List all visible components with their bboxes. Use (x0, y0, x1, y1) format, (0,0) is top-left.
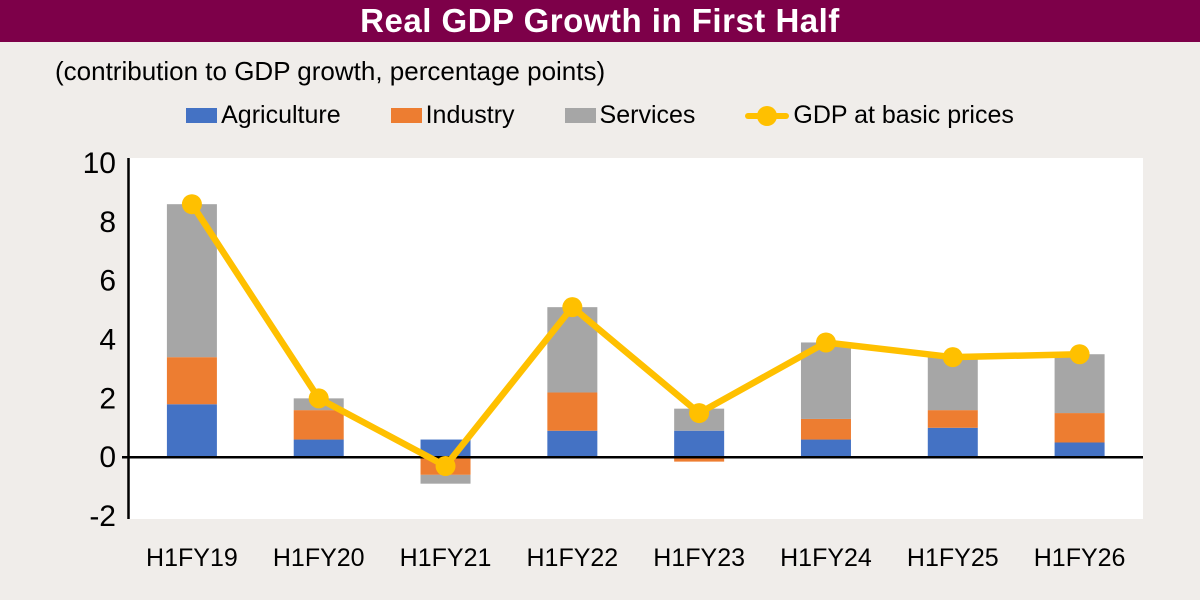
legend-label: Services (599, 101, 696, 129)
bar-segment-industry-h1fy24 (800, 418, 851, 440)
legend-label: GDP at basic prices (793, 101, 1014, 129)
legend-line-marker-icon (745, 105, 790, 127)
gdp-marker-h1fy24 (815, 332, 836, 353)
legend-item-agriculture: Agriculture (186, 101, 341, 130)
legend-item-gdp-at-basic-prices: GDP at basic prices (745, 101, 1014, 130)
gdp-marker-h1fy20 (308, 388, 329, 409)
bar-segment-services-h1fy21 (420, 474, 471, 484)
bar-segment-agriculture-h1fy19 (166, 404, 217, 458)
y-tick-label-4: 4 (99, 324, 116, 357)
legend-swatch-icon (564, 108, 596, 123)
x-tick-label-h1fy22: H1FY22 (526, 544, 618, 572)
gdp-line (188, 200, 1083, 470)
y-tick-label-6: 6 (99, 265, 116, 298)
chart-title: Real GDP Growth in First Half (360, 2, 840, 39)
x-tick-label-h1fy23: H1FY23 (653, 544, 745, 572)
gdp-marker-h1fy26 (1069, 344, 1090, 365)
x-tick-label-h1fy19: H1FY19 (146, 544, 238, 572)
legend-label: Agriculture (221, 101, 341, 129)
gdp-marker-h1fy21 (435, 456, 456, 477)
bar-segment-industry-h1fy19 (166, 357, 217, 405)
x-tick-label-h1fy25: H1FY25 (907, 544, 999, 572)
x-tick-label-h1fy26: H1FY26 (1034, 544, 1126, 572)
legend-item-services: Services (564, 101, 696, 130)
bar-segment-industry-h1fy23 (674, 457, 725, 462)
x-tick-label-h1fy20: H1FY20 (273, 544, 365, 572)
bar-segment-agriculture-h1fy25 (927, 427, 978, 458)
bar-segment-industry-h1fy20 (293, 410, 344, 440)
legend-item-industry: Industry (390, 101, 515, 130)
gdp-marker-h1fy25 (942, 347, 963, 368)
y-tick-label-0: 0 (99, 441, 116, 474)
chart-legend: Agriculture Industry Services GDP at basic … (0, 101, 1200, 130)
x-tick-label-h1fy21: H1FY21 (400, 544, 492, 572)
y-tick-label-10: 10 (83, 147, 116, 180)
bar-segment-agriculture-h1fy24 (800, 439, 851, 458)
y-tick-label-8: 8 (99, 206, 116, 239)
bar-segment-agriculture-h1fy23 (674, 430, 725, 458)
y-tick-label-2: 2 (99, 382, 116, 415)
bar-segment-agriculture-h1fy26 (1054, 442, 1105, 458)
y-tick-label--2: -2 (89, 500, 116, 533)
legend-swatch-icon (186, 108, 218, 123)
gdp-marker-h1fy23 (689, 403, 710, 424)
bar-segment-agriculture-h1fy22 (547, 430, 598, 458)
chart-title-bar: Real GDP Growth in First Half (0, 0, 1200, 42)
bar-segment-industry-h1fy25 (927, 410, 978, 428)
bar-segment-agriculture-h1fy20 (293, 439, 344, 458)
plot-background (128, 158, 1143, 519)
legend-label: Industry (425, 101, 515, 129)
bar-segment-industry-h1fy22 (547, 392, 598, 431)
legend-swatch-icon (390, 108, 422, 123)
bar-segment-industry-h1fy26 (1054, 413, 1105, 443)
gdp-marker-h1fy22 (562, 297, 583, 318)
x-tick-label-h1fy24: H1FY24 (780, 544, 872, 572)
chart-subtitle: (contribution to GDP growth, percentage … (55, 56, 606, 86)
gdp-marker-h1fy19 (181, 194, 202, 215)
